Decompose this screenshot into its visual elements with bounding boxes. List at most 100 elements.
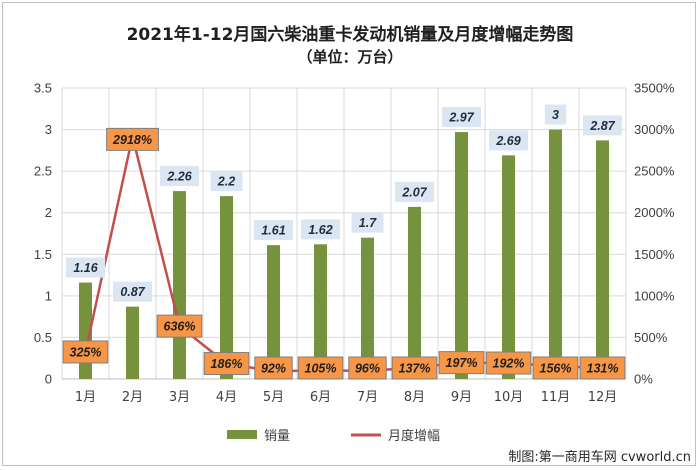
bar (455, 132, 468, 379)
line-label-box (348, 356, 387, 380)
line-value-label: 636% (164, 320, 196, 334)
bar-value-label: 1.16 (73, 261, 98, 275)
line-value-label: 137% (399, 362, 431, 376)
category-label: 5月 (263, 390, 284, 405)
category-label: 7月 (357, 390, 378, 405)
right-tick-label: 2500% (634, 164, 675, 179)
left-tick-label: 0 (45, 372, 52, 387)
bar (267, 245, 280, 379)
bar-value-label: 2.07 (401, 185, 427, 199)
bar-label-box (65, 257, 106, 278)
line-label-box (106, 127, 159, 151)
line-value-label: 96% (355, 362, 380, 376)
bar-value-label: 1.7 (359, 216, 377, 230)
bar (361, 237, 374, 379)
line-label-box (438, 351, 485, 375)
left-tick-label: 1.5 (34, 247, 52, 262)
bar-label-box (582, 115, 623, 136)
line-value-label: 197% (446, 356, 478, 370)
right-tick-label: 1500% (634, 247, 675, 262)
left-tick-label: 2 (45, 205, 52, 220)
bar (126, 306, 139, 379)
bar-label-box (394, 181, 435, 202)
bar-value-label: 2.26 (166, 170, 192, 184)
line-value-label: 186% (211, 357, 243, 371)
right-tick-label: 3000% (634, 122, 675, 137)
bar-value-label: 2.87 (589, 119, 615, 133)
bar-label-box (300, 219, 341, 240)
bar (408, 206, 421, 379)
line-label-box (62, 340, 109, 364)
chart-title: 2021年1-12月国六柴油重卡发动机销量及月度增幅走势图 (127, 24, 574, 45)
line-value-label: 92% (261, 362, 286, 376)
right-tick-label: 0% (634, 372, 653, 387)
bar (314, 244, 327, 379)
chart-frame (2, 2, 696, 466)
bar-value-label: 1.61 (261, 224, 285, 238)
category-label: 9月 (451, 390, 472, 405)
bar-label-box (253, 220, 294, 241)
category-axis-ticks: 1月 2月 3月 4月 5月 6月 7月 8月 9月 10月 11月 12月 (75, 390, 617, 405)
bar-label-box (159, 166, 200, 187)
legend-bar-label: 销量 (264, 429, 290, 444)
line-label-box (297, 356, 344, 380)
bar-label-box (210, 171, 243, 192)
line-label-box (485, 351, 532, 375)
bar-label-box (112, 281, 153, 302)
legend-bar-swatch (227, 430, 257, 439)
category-label: 1月 (75, 390, 96, 405)
bar (173, 191, 186, 379)
category-label: 8月 (404, 390, 425, 405)
line-label-box (156, 314, 203, 338)
bar-value-label: 2.69 (495, 134, 520, 148)
legend: 销量 月度增幅 (227, 428, 440, 444)
category-label: 4月 (216, 390, 237, 405)
source-note: 制图:第一商用车网 cvworld.cn (508, 449, 691, 465)
line-value-label: 131% (587, 362, 619, 376)
left-tick-label: 3.5 (34, 81, 52, 96)
category-label: 6月 (310, 390, 331, 405)
bar-data-labels: 1.16 0.87 2.26 2.2 1.61 1.62 1.7 2.07 2.97 2.69 3 2… (65, 104, 623, 302)
line-label-box (391, 356, 438, 380)
right-axis-ticks: 0% 500% 1000% 1500% 2000% 2500% 3000% 3500% (634, 81, 675, 387)
bar-label-box (488, 130, 529, 151)
bar-label-box (351, 212, 384, 233)
category-label: 3月 (169, 390, 190, 405)
bar (596, 140, 609, 379)
line-value-label: 156% (540, 362, 572, 376)
right-tick-label: 500% (634, 330, 668, 345)
line-value-label: 105% (305, 362, 337, 376)
right-tick-label: 2000% (634, 205, 675, 220)
right-tick-label: 1000% (634, 288, 675, 303)
category-label: 2月 (122, 390, 143, 405)
left-tick-label: 0.5 (34, 330, 52, 345)
line-value-label: 2918% (112, 133, 152, 147)
bar-value-label: 2.2 (217, 175, 235, 189)
gridlines (61, 87, 627, 380)
bar (549, 129, 562, 379)
bar-value-label: 2.97 (448, 111, 474, 125)
left-tick-label: 3 (45, 122, 52, 137)
line-label-box (203, 352, 250, 376)
line-data-labels: 325% 2918% 636% 186% 92% 105% 96% 137% 197% 192% 1… (62, 127, 626, 380)
bar (502, 155, 515, 379)
bar-value-label: 1.62 (308, 223, 332, 237)
line-value-label: 325% (70, 345, 102, 359)
bar-label-box (544, 104, 567, 125)
chart-subtitle: （单位：万台） (297, 48, 402, 66)
left-tick-label: 2.5 (34, 164, 52, 179)
line-value-label: 192% (493, 357, 525, 371)
line-label-box (532, 356, 579, 380)
legend-line-label: 月度增幅 (388, 428, 440, 444)
category-label: 10月 (494, 390, 524, 405)
bar-value-label: 0.87 (120, 285, 145, 299)
category-label: 12月 (588, 390, 618, 405)
bar-value-label: 3 (552, 108, 559, 122)
line-label-box (254, 356, 293, 380)
bar (220, 196, 233, 379)
line-label-box (579, 356, 626, 380)
left-tick-label: 1 (45, 288, 52, 303)
left-axis-ticks: 0 0.5 1 1.5 2 2.5 3 3.5 (34, 81, 52, 387)
